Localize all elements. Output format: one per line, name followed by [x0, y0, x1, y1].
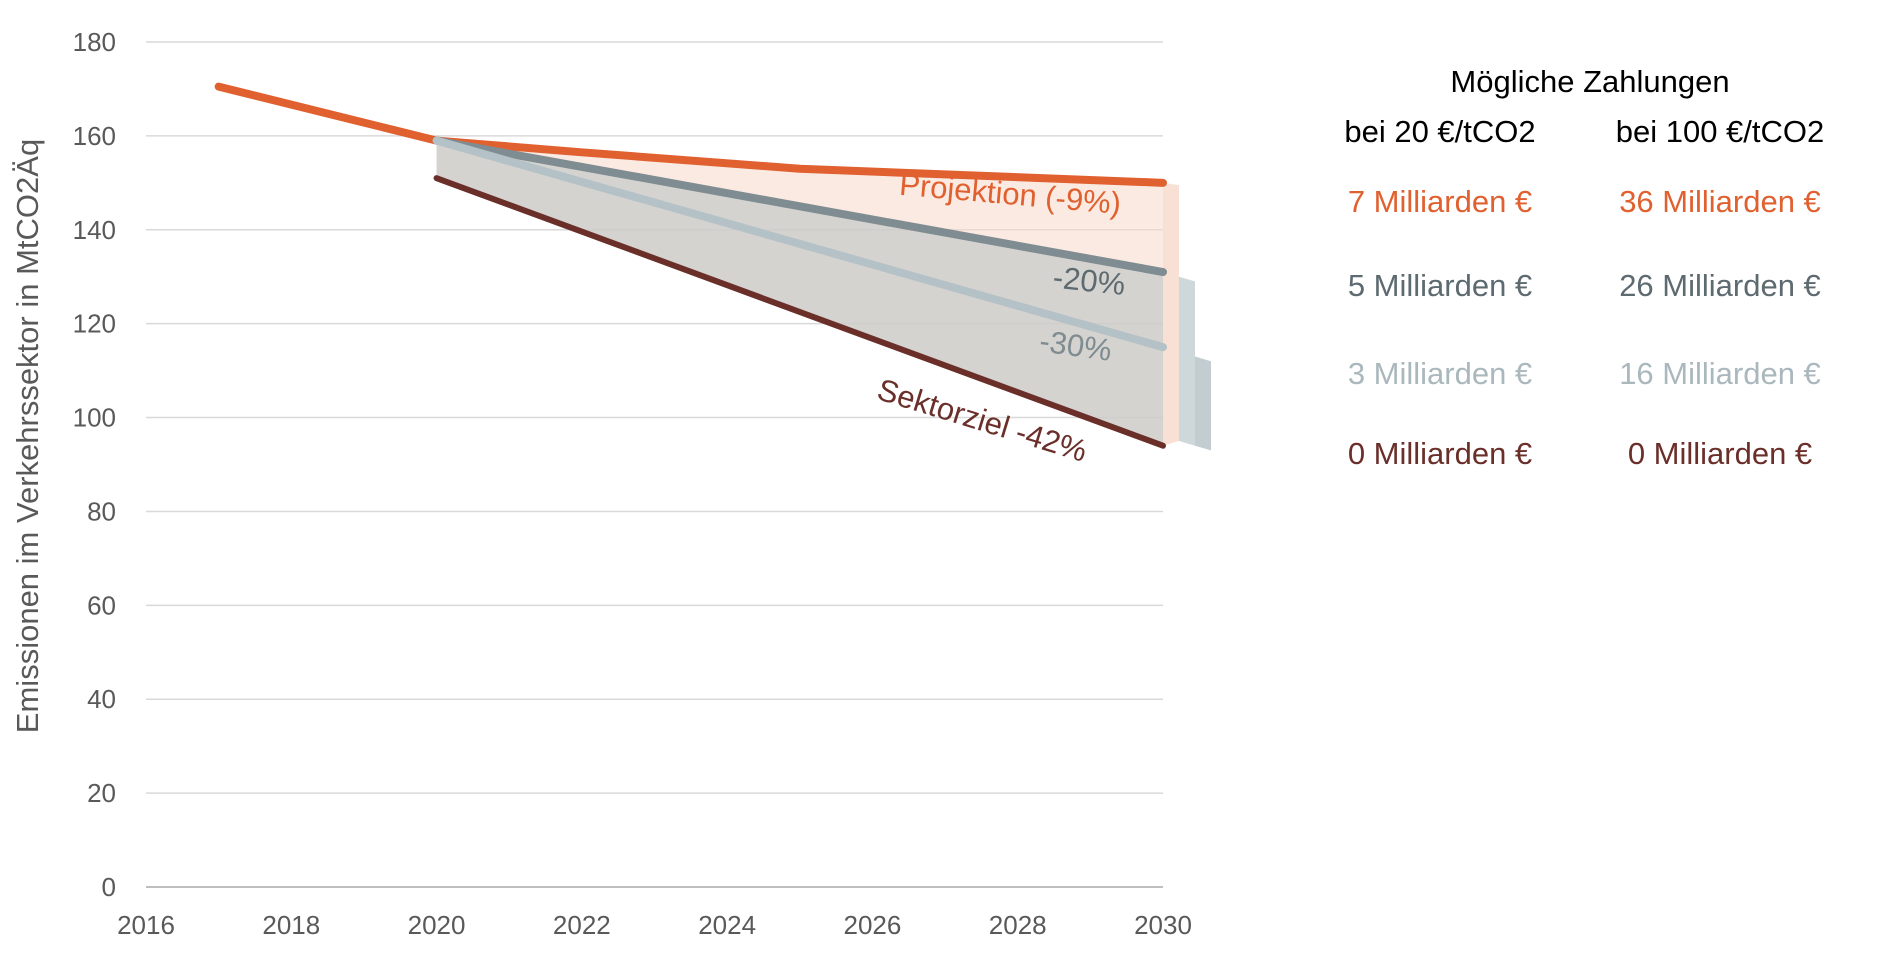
x-tick-label: 2018: [262, 910, 320, 940]
payments-panel: Mögliche Zahlungen bei 20 €/tCO2 bei 100…: [1300, 64, 1860, 472]
y-tick-label: 80: [87, 496, 116, 526]
scenario-gap-area: [436, 140, 1164, 446]
payments-title: Mögliche Zahlungen: [1450, 64, 1730, 99]
series-line: [432, 136, 1167, 277]
series-label: -20%: [1051, 260, 1127, 302]
payment-value-20: 7 Milliarden €: [1347, 184, 1533, 219]
projection-end-band: [1163, 182, 1179, 446]
payments-header-100: bei 100 €/tCO2: [1615, 114, 1825, 149]
y-tick-label: 180: [73, 27, 116, 57]
payment-row-projektion: 7 Milliarden € 36 Milliarden €: [1300, 184, 1860, 220]
gap-shading: [436, 140, 1211, 451]
y-tick-label: 140: [73, 215, 116, 245]
series-line: [432, 136, 1167, 352]
payment-value-100: 26 Milliarden €: [1619, 268, 1821, 303]
payment-value-20: 0 Milliarden €: [1347, 436, 1533, 471]
x-tick-label: 2020: [408, 910, 466, 940]
x-tick-label: 2026: [844, 910, 902, 940]
y-tick-label: 100: [73, 403, 116, 433]
y-tick-label: 20: [87, 778, 116, 808]
x-tick-label: 2024: [698, 910, 756, 940]
x-tick-label: 2028: [989, 910, 1047, 940]
series-line: [433, 175, 1166, 449]
x-tick-label: 2022: [553, 910, 611, 940]
y-tick-labels: 0 20 40 60 80 100 120 140 160 180: [73, 27, 116, 902]
y-tick-label: 120: [73, 309, 116, 339]
y-tick-label: 40: [87, 684, 116, 714]
payments-header: bei 20 €/tCO2 bei 100 €/tCO2: [1300, 114, 1860, 150]
payment-value-100: 36 Milliarden €: [1619, 184, 1821, 219]
payment-value-100: 0 Milliarden €: [1627, 436, 1813, 471]
series-line: [214, 82, 1167, 187]
gridlines: [146, 41, 1163, 888]
payment-row-30: 3 Milliarden € 16 Milliarden €: [1300, 356, 1860, 392]
series-lines: [214, 82, 1167, 449]
y-tick-label: 160: [73, 121, 116, 151]
y-axis-label: Emissionen im Verkehrssektor in MtCO2Äq: [10, 139, 45, 733]
x-tick-labels: 2016 2018 2020 2022 2024 2026 2028 2030: [117, 910, 1192, 940]
payment-row-20: 5 Milliarden € 26 Milliarden €: [1300, 268, 1860, 304]
y-tick-label: 60: [87, 590, 116, 620]
scenario30-end-band: [1195, 356, 1211, 451]
payment-value-20: 3 Milliarden €: [1347, 356, 1533, 391]
payments-header-20: bei 20 €/tCO2: [1344, 114, 1536, 149]
y-tick-label: 0: [102, 872, 116, 902]
x-tick-label: 2016: [117, 910, 175, 940]
payment-value-20: 5 Milliarden €: [1347, 268, 1533, 303]
scenario20-end-band: [1179, 276, 1195, 446]
x-tick-label: 2030: [1134, 910, 1192, 940]
payment-row-sektorziel: 0 Milliarden € 0 Milliarden €: [1300, 436, 1860, 472]
payment-value-100: 16 Milliarden €: [1619, 356, 1821, 391]
